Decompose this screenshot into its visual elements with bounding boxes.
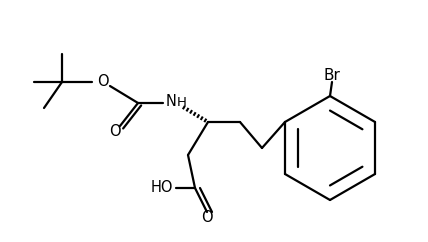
Text: O: O: [97, 75, 109, 90]
Text: H: H: [177, 96, 187, 108]
Text: N: N: [166, 93, 176, 108]
Text: O: O: [201, 211, 213, 226]
Text: Br: Br: [324, 68, 340, 83]
Text: O: O: [109, 123, 121, 138]
Text: HO: HO: [151, 181, 173, 196]
